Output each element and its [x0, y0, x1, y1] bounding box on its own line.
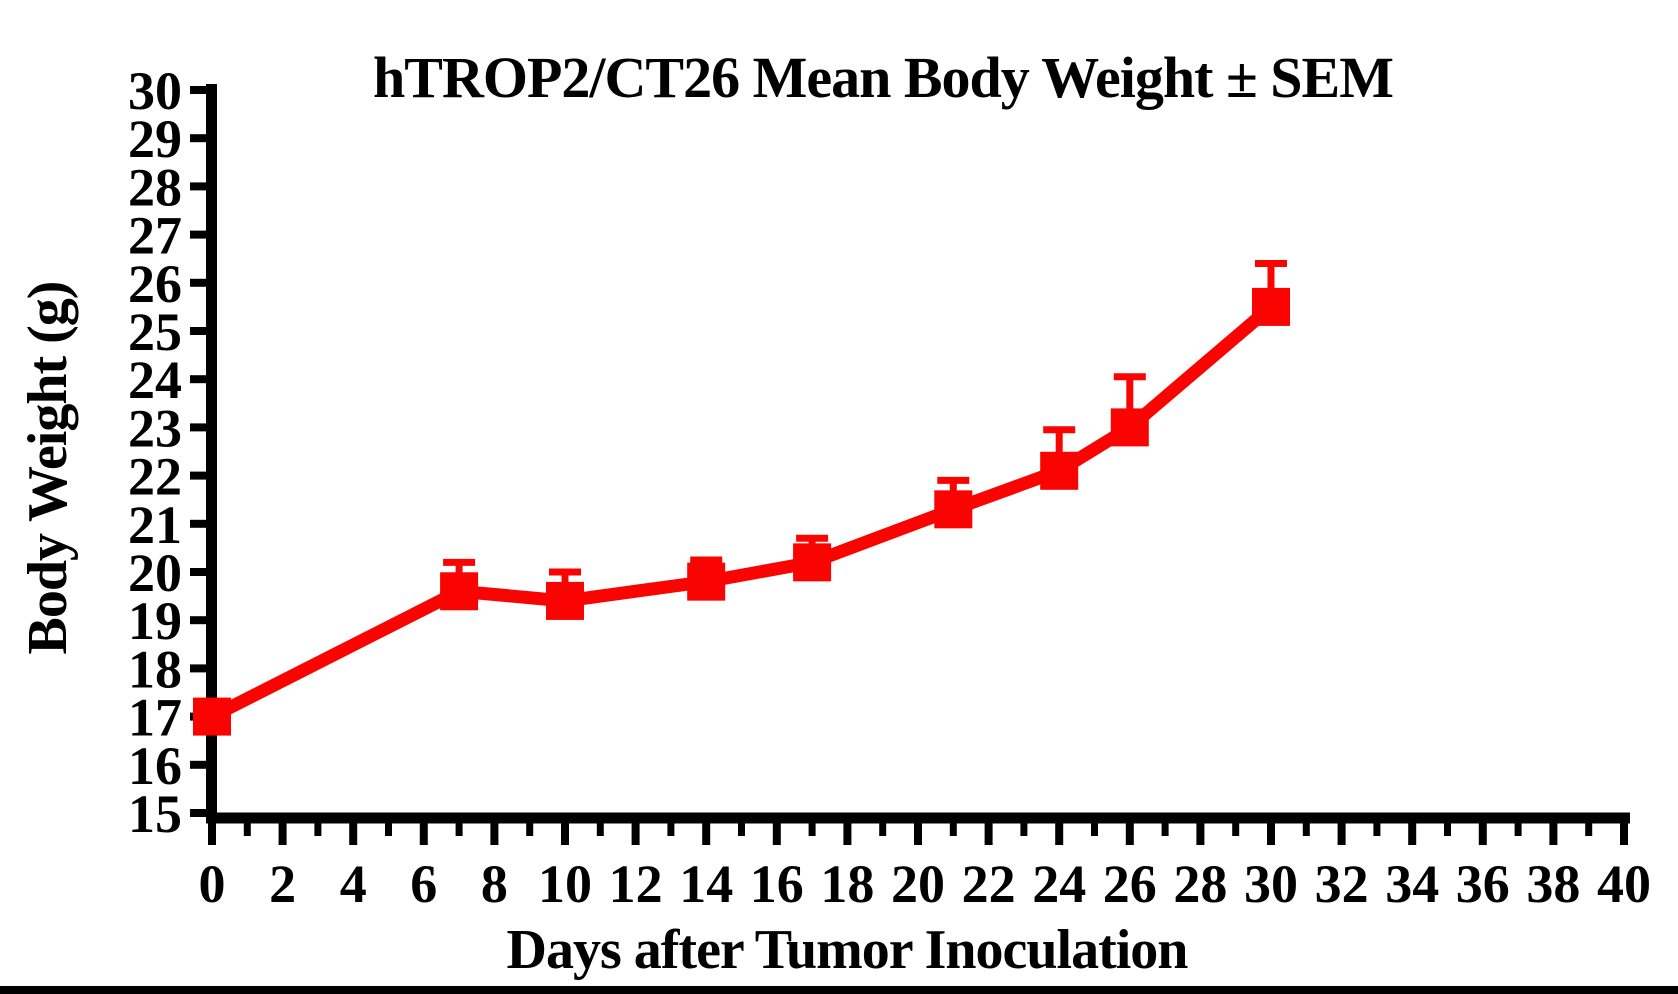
data-point-marker	[1252, 287, 1290, 326]
x-tick-label: 12	[609, 854, 663, 914]
x-tick-label: 8	[481, 854, 508, 914]
x-tick-label: 0	[199, 854, 226, 914]
x-tick-label: 40	[1597, 854, 1651, 914]
bottom-divider-bar	[0, 986, 1678, 994]
x-tick-label: 18	[820, 854, 874, 914]
y-tick-label: 30	[128, 61, 182, 121]
y-axis-title: Body Weight (g)	[17, 281, 79, 655]
y-tick-label: 26	[128, 254, 182, 314]
y-tick-label: 18	[128, 639, 182, 699]
y-tick-label: 20	[128, 543, 182, 603]
data-point-marker	[687, 562, 726, 601]
x-tick-label: 20	[891, 854, 945, 914]
series-line	[209, 301, 1276, 723]
x-tick-label: 30	[1244, 854, 1298, 914]
y-tick-label: 19	[128, 591, 182, 651]
y-tick-label: 24	[128, 350, 182, 410]
y-tick-label: 28	[128, 157, 182, 217]
x-tick-label: 26	[1103, 854, 1157, 914]
data-point-marker	[1110, 408, 1149, 447]
y-tick-label: 27	[128, 206, 182, 266]
y-tick-label: 16	[128, 736, 182, 796]
y-tick-label: 22	[128, 447, 182, 507]
data-point-marker	[193, 697, 231, 736]
data-point-marker	[440, 572, 479, 611]
x-tick-label: 16	[750, 854, 804, 914]
y-tick-label: 15	[128, 784, 182, 844]
x-tick-label: 10	[538, 854, 592, 914]
data-point-marker	[793, 543, 832, 582]
x-tick-label: 36	[1456, 854, 1510, 914]
chart-title: hTROP2/CT26 Mean Body Weight ± SEM	[373, 45, 1394, 110]
data-point-marker	[1040, 451, 1079, 490]
x-tick-label: 32	[1315, 854, 1369, 914]
x-tick-label: 14	[679, 854, 733, 914]
x-tick-label: 22	[962, 854, 1016, 914]
y-tick-label: 21	[128, 495, 182, 555]
x-tick-label: 28	[1173, 854, 1227, 914]
x-tick-label: 4	[340, 854, 367, 914]
x-tick-label: 34	[1385, 854, 1439, 914]
y-tick-label: 23	[128, 398, 182, 458]
y-tick-label: 25	[128, 302, 182, 362]
x-tick-label: 38	[1526, 854, 1580, 914]
y-tick-label: 17	[128, 688, 182, 748]
data-point-marker	[934, 490, 973, 529]
data-point-marker	[546, 581, 584, 620]
x-tick-label: 6	[410, 854, 437, 914]
x-tick-label: 2	[269, 854, 296, 914]
x-tick-label: 24	[1032, 854, 1086, 914]
y-tick-label: 29	[128, 109, 182, 169]
x-axis-title: Days after Tumor Inoculation	[506, 919, 1189, 981]
